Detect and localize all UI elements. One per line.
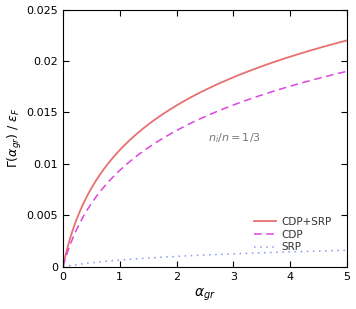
SRP	[214, 253, 219, 256]
CDP+SRP	[294, 53, 298, 57]
CDP+SRP	[230, 76, 234, 80]
CDP	[230, 104, 234, 108]
CDP	[214, 110, 219, 113]
CDP+SRP	[214, 83, 219, 87]
SRP	[196, 253, 200, 257]
CDP+SRP	[197, 91, 201, 95]
Line: CDP: CDP	[63, 71, 347, 267]
CDP+SRP	[338, 40, 342, 44]
CDP	[294, 83, 298, 87]
CDP	[61, 265, 65, 269]
CDP	[345, 70, 349, 73]
CDP+SRP	[61, 265, 65, 269]
Line: SRP: SRP	[63, 250, 347, 267]
Text: $n_i/n=1/3$: $n_i/n=1/3$	[208, 131, 261, 145]
CDP+SRP	[345, 39, 349, 42]
SRP	[338, 249, 342, 252]
Line: CDP+SRP: CDP+SRP	[63, 40, 347, 267]
X-axis label: $\alpha_{gr}$: $\alpha_{gr}$	[194, 287, 216, 303]
CDP	[338, 71, 342, 75]
SRP	[294, 250, 298, 254]
CDP+SRP	[196, 92, 200, 95]
SRP	[345, 248, 349, 252]
Legend: CDP+SRP, CDP, SRP: CDP+SRP, CDP, SRP	[249, 213, 336, 256]
SRP	[197, 253, 201, 257]
CDP	[197, 117, 201, 121]
SRP	[61, 265, 65, 269]
SRP	[230, 252, 234, 256]
Y-axis label: $\Gamma(\alpha_{gr})$ / $\varepsilon_F$: $\Gamma(\alpha_{gr})$ / $\varepsilon_F$	[6, 108, 23, 168]
CDP	[196, 118, 200, 122]
